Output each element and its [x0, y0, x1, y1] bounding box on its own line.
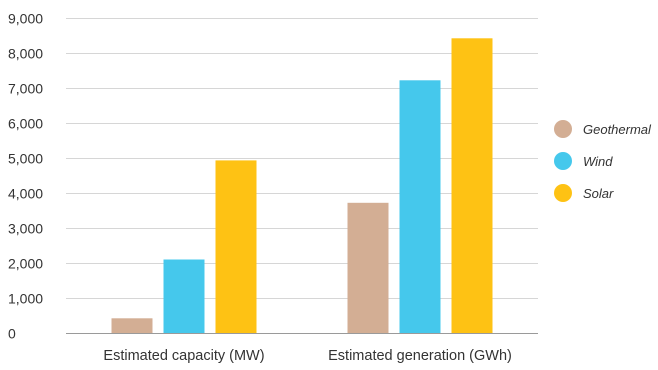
y-axis-ticks: 0 1,000 2,000 3,000 4,000 5,000 6,000 7,000 8,00…	[8, 11, 43, 342]
bar-wind-generation	[399, 80, 441, 333]
y-tick-label: 6,000	[8, 116, 43, 132]
x-category-label: Estimated capacity (MW)	[103, 348, 264, 364]
bar-solar-capacity	[215, 160, 257, 333]
y-tick-label: 4,000	[8, 186, 43, 202]
y-tick-label: 7,000	[8, 81, 43, 97]
y-tick-label: 3,000	[8, 221, 43, 237]
y-tick-label: 1,000	[8, 291, 43, 307]
y-tick-label: 5,000	[8, 151, 43, 167]
legend-swatch	[554, 152, 572, 170]
legend-swatch	[554, 184, 572, 202]
legend-label: Solar	[583, 186, 614, 201]
legend-label: Wind	[583, 154, 613, 169]
bar-geothermal-generation	[347, 202, 389, 333]
legend-item-solar: Solar	[554, 184, 614, 202]
bar-solar-generation	[451, 38, 493, 334]
legend: Geothermal Wind Solar	[554, 120, 652, 202]
y-tick-label: 8,000	[8, 46, 43, 62]
bars	[111, 38, 493, 334]
gridlines	[66, 18, 538, 299]
bar-wind-capacity	[163, 259, 205, 333]
x-axis: Estimated capacity (MW) Estimated generat…	[66, 333, 538, 364]
legend-label: Geothermal	[583, 122, 652, 137]
y-tick-label: 9,000	[8, 11, 43, 27]
y-tick-label: 2,000	[8, 256, 43, 272]
bar-geothermal-capacity	[111, 318, 153, 333]
legend-swatch	[554, 120, 572, 138]
y-tick-label: 0	[8, 326, 16, 342]
x-category-label: Estimated generation (GWh)	[328, 348, 512, 364]
legend-item-wind: Wind	[554, 152, 613, 170]
legend-item-geothermal: Geothermal	[554, 120, 652, 138]
